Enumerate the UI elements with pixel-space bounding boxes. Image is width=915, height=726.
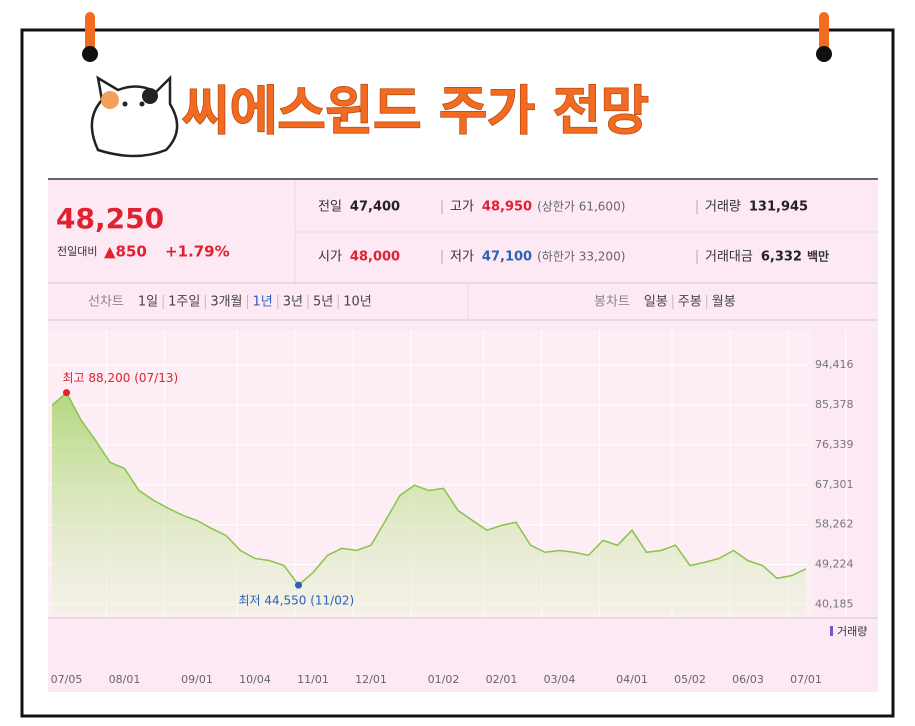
y-tick-label: 85,378	[815, 398, 854, 411]
quote-label: 저가	[450, 250, 474, 265]
quote-value: 48,950	[482, 200, 532, 215]
tab-group-label: 봉차트	[594, 295, 630, 310]
x-tick-label: 04/01	[616, 673, 648, 686]
legend-swatch	[830, 626, 833, 636]
annotation: 최고 88,200 (07/13)	[63, 371, 179, 385]
y-tick-label: 58,262	[815, 518, 854, 531]
quote-value: 131,945	[749, 200, 808, 215]
pin	[85, 12, 95, 56]
tab-group-label: 선차트	[88, 295, 124, 310]
x-tick-label: 02/01	[486, 673, 518, 686]
price: 48,250	[56, 202, 164, 235]
y-tick-label: 40,185	[815, 597, 854, 610]
tab[interactable]: 10년	[343, 295, 372, 310]
y-tick-label: 67,301	[815, 478, 854, 491]
quote-note: (하한가 33,200)	[537, 250, 625, 264]
x-tick-label: 08/01	[109, 673, 141, 686]
quote-note: (상한가 61,600)	[537, 200, 625, 214]
quote-items: 전일 47,400 고가 48,950 (상한가 61,600) 거래량 131,945 시가…	[318, 200, 829, 265]
quote-label: 거래대금	[705, 250, 753, 265]
tab[interactable]: 주봉	[678, 295, 702, 310]
tab[interactable]: 3년	[283, 295, 303, 310]
quote-label: 거래량	[705, 200, 741, 215]
pin-head	[816, 46, 832, 62]
quote-value: 47,100	[482, 250, 532, 265]
tabs: 선차트 1일 1주일 3개월 1년 3년 5년 10년 봉차트 일봉 주봉 월봉	[88, 295, 736, 310]
quote-unit: 백만	[807, 249, 829, 264]
tab[interactable]: 월봉	[712, 295, 736, 310]
line	[51, 391, 807, 587]
title: 씨에스윈드 주가 전망	[182, 82, 649, 142]
x-tick-label: 03/04	[544, 673, 576, 686]
quote-value: 47,400	[350, 200, 400, 215]
cat-icon	[90, 74, 179, 158]
change: ▲850	[104, 243, 147, 261]
tab[interactable]: 3개월	[210, 295, 242, 310]
x-tick-label: 10/04	[239, 673, 271, 686]
change-label: 전일대비	[57, 244, 97, 258]
quote-value: 48,000	[350, 250, 400, 265]
tab[interactable]: 5년	[313, 295, 333, 310]
quote-value: 6,332	[761, 250, 802, 265]
tab[interactable]: 일봉	[644, 295, 668, 310]
extreme-dot	[63, 389, 70, 397]
y-tick-label: 94,416	[815, 358, 854, 371]
tab[interactable]: 1년	[253, 295, 273, 310]
annotation: 최저 44,550 (11/02)	[239, 594, 355, 608]
tab[interactable]: 1주일	[168, 295, 200, 310]
pin	[819, 12, 829, 56]
y-tick-label: 49,224	[815, 558, 854, 571]
x-tick-label: 01/02	[428, 673, 460, 686]
area	[52, 392, 806, 614]
quote-label: 전일	[318, 200, 342, 215]
x-tick-label: 05/02	[674, 673, 706, 686]
change-pct: +1.79%	[165, 243, 230, 261]
legend-label: 거래량	[837, 625, 867, 638]
x-tick-label: 06/03	[732, 673, 764, 686]
quote-label: 시가	[318, 250, 342, 265]
y-tick-label: 76,339	[815, 438, 854, 451]
x-tick-label: 07/05	[51, 673, 83, 686]
x-tick-label: 07/01	[790, 673, 822, 686]
pin-head	[82, 46, 98, 62]
x-tick-label: 11/01	[297, 673, 329, 686]
x-tick-label: 12/01	[355, 673, 387, 686]
extreme-dot	[295, 581, 302, 589]
x-tick-label: 09/01	[181, 673, 213, 686]
tab[interactable]: 1일	[138, 295, 158, 310]
chart: 40,185 49,224 58,262 67,301 76,339 85,378 94,4…	[48, 330, 878, 686]
quote-label: 고가	[450, 200, 474, 215]
